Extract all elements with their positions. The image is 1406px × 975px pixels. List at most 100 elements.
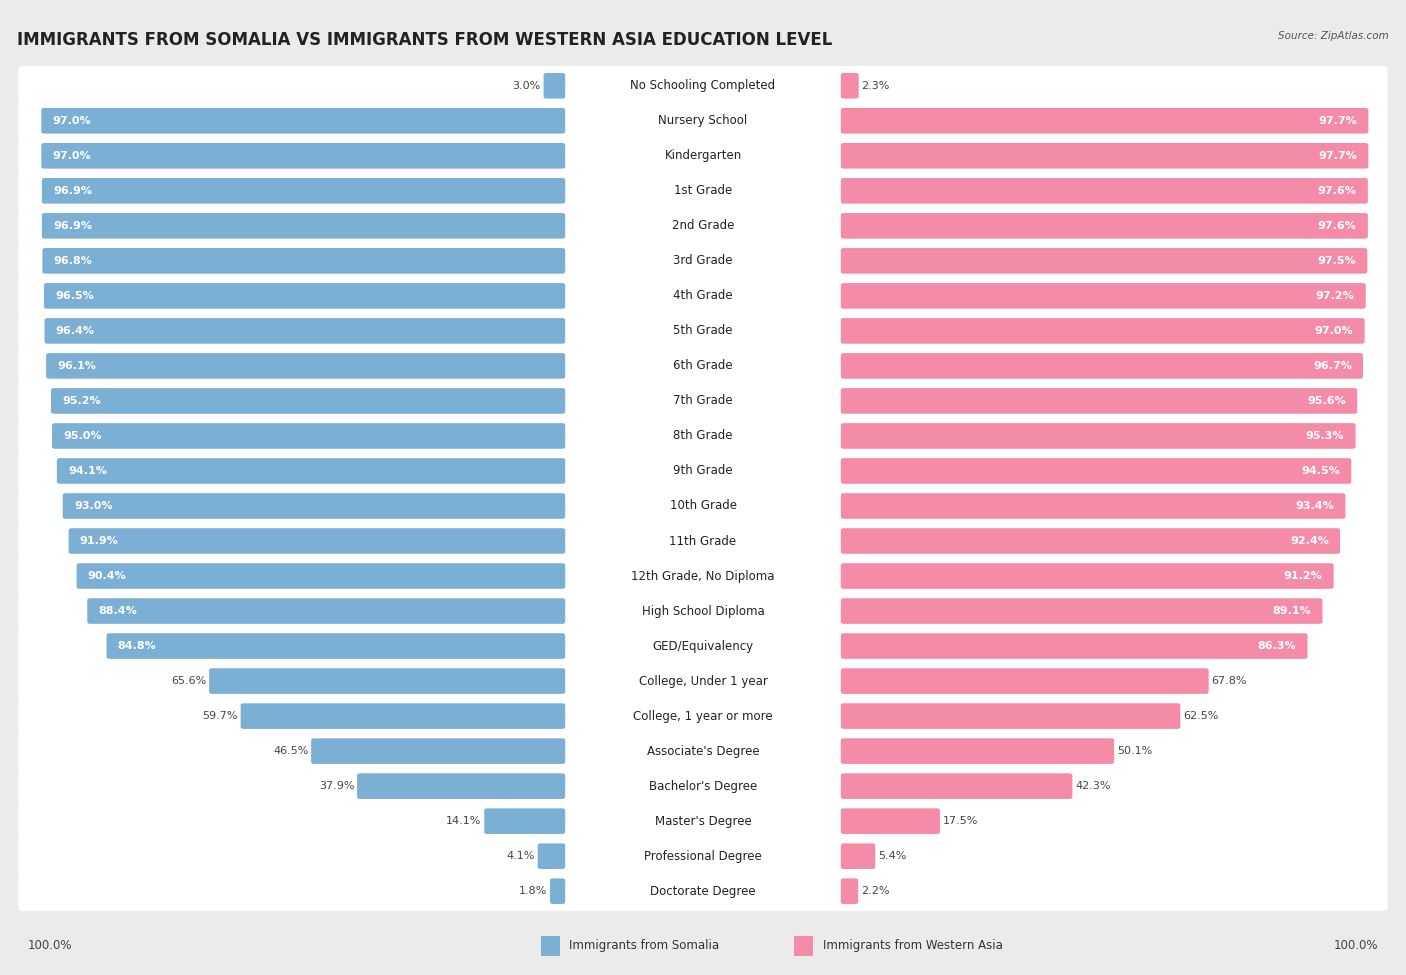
Text: IMMIGRANTS FROM SOMALIA VS IMMIGRANTS FROM WESTERN ASIA EDUCATION LEVEL: IMMIGRANTS FROM SOMALIA VS IMMIGRANTS FR… xyxy=(17,31,832,49)
Text: 84.8%: 84.8% xyxy=(118,641,156,651)
Text: 86.3%: 86.3% xyxy=(1257,641,1296,651)
Text: 97.0%: 97.0% xyxy=(52,151,91,161)
Text: Master's Degree: Master's Degree xyxy=(655,815,751,828)
FancyBboxPatch shape xyxy=(56,458,565,484)
Text: 9th Grade: 9th Grade xyxy=(673,464,733,478)
FancyBboxPatch shape xyxy=(18,206,1388,246)
FancyBboxPatch shape xyxy=(841,108,1368,134)
Text: 96.7%: 96.7% xyxy=(1313,361,1351,370)
FancyBboxPatch shape xyxy=(18,661,1388,701)
FancyBboxPatch shape xyxy=(550,878,565,904)
Text: Nursery School: Nursery School xyxy=(658,114,748,128)
Text: College, 1 year or more: College, 1 year or more xyxy=(633,710,773,722)
FancyBboxPatch shape xyxy=(841,73,859,98)
Text: 96.8%: 96.8% xyxy=(53,255,93,266)
FancyBboxPatch shape xyxy=(69,528,565,554)
FancyBboxPatch shape xyxy=(42,248,565,274)
Text: 96.5%: 96.5% xyxy=(55,291,94,301)
FancyBboxPatch shape xyxy=(841,493,1346,519)
FancyBboxPatch shape xyxy=(18,731,1388,771)
Text: 2.3%: 2.3% xyxy=(862,81,890,91)
FancyBboxPatch shape xyxy=(841,213,1368,239)
FancyBboxPatch shape xyxy=(76,564,565,589)
FancyBboxPatch shape xyxy=(18,766,1388,806)
FancyBboxPatch shape xyxy=(18,171,1388,211)
FancyBboxPatch shape xyxy=(841,178,1368,204)
FancyBboxPatch shape xyxy=(794,936,813,956)
Text: 50.1%: 50.1% xyxy=(1116,746,1152,757)
FancyBboxPatch shape xyxy=(841,738,1114,764)
FancyBboxPatch shape xyxy=(18,591,1388,631)
Text: Bachelor's Degree: Bachelor's Degree xyxy=(650,780,756,793)
Text: High School Diploma: High School Diploma xyxy=(641,604,765,617)
FancyBboxPatch shape xyxy=(18,872,1388,912)
Text: 42.3%: 42.3% xyxy=(1076,781,1111,791)
Text: 95.3%: 95.3% xyxy=(1306,431,1344,441)
FancyBboxPatch shape xyxy=(841,353,1362,378)
FancyBboxPatch shape xyxy=(18,626,1388,666)
Text: 4th Grade: 4th Grade xyxy=(673,290,733,302)
Text: 3.0%: 3.0% xyxy=(513,81,541,91)
Text: 12th Grade, No Diploma: 12th Grade, No Diploma xyxy=(631,569,775,582)
Text: 88.4%: 88.4% xyxy=(98,606,138,616)
FancyBboxPatch shape xyxy=(841,143,1368,169)
FancyBboxPatch shape xyxy=(18,276,1388,316)
FancyBboxPatch shape xyxy=(841,843,876,869)
FancyBboxPatch shape xyxy=(52,423,565,448)
FancyBboxPatch shape xyxy=(209,668,565,694)
Text: 96.1%: 96.1% xyxy=(58,361,96,370)
FancyBboxPatch shape xyxy=(42,178,565,204)
Text: GED/Equivalency: GED/Equivalency xyxy=(652,640,754,652)
Text: Source: ZipAtlas.com: Source: ZipAtlas.com xyxy=(1278,31,1389,41)
Text: Immigrants from Western Asia: Immigrants from Western Asia xyxy=(823,939,1002,953)
FancyBboxPatch shape xyxy=(841,599,1323,624)
Text: 95.0%: 95.0% xyxy=(63,431,101,441)
Text: 65.6%: 65.6% xyxy=(172,676,207,686)
Text: 92.4%: 92.4% xyxy=(1289,536,1329,546)
Text: 2nd Grade: 2nd Grade xyxy=(672,219,734,232)
FancyBboxPatch shape xyxy=(841,668,1209,694)
FancyBboxPatch shape xyxy=(18,556,1388,596)
FancyBboxPatch shape xyxy=(841,388,1357,413)
Text: 8th Grade: 8th Grade xyxy=(673,429,733,443)
FancyBboxPatch shape xyxy=(841,283,1365,309)
FancyBboxPatch shape xyxy=(240,703,565,729)
Text: 96.9%: 96.9% xyxy=(53,186,93,196)
Text: 100.0%: 100.0% xyxy=(1333,939,1378,953)
Text: 97.5%: 97.5% xyxy=(1317,255,1355,266)
Text: 93.4%: 93.4% xyxy=(1295,501,1334,511)
FancyBboxPatch shape xyxy=(841,808,939,834)
FancyBboxPatch shape xyxy=(537,843,565,869)
Text: 96.4%: 96.4% xyxy=(56,326,94,336)
Text: 5.4%: 5.4% xyxy=(879,851,907,861)
Text: 91.2%: 91.2% xyxy=(1284,571,1323,581)
FancyBboxPatch shape xyxy=(63,493,565,519)
FancyBboxPatch shape xyxy=(541,936,560,956)
Text: 6th Grade: 6th Grade xyxy=(673,360,733,372)
FancyBboxPatch shape xyxy=(841,878,858,904)
Text: 94.1%: 94.1% xyxy=(67,466,107,476)
FancyBboxPatch shape xyxy=(18,241,1388,281)
FancyBboxPatch shape xyxy=(18,486,1388,526)
FancyBboxPatch shape xyxy=(18,696,1388,736)
Text: Professional Degree: Professional Degree xyxy=(644,849,762,863)
FancyBboxPatch shape xyxy=(18,381,1388,421)
FancyBboxPatch shape xyxy=(484,808,565,834)
FancyBboxPatch shape xyxy=(841,633,1308,659)
FancyBboxPatch shape xyxy=(841,318,1365,344)
Text: 1st Grade: 1st Grade xyxy=(673,184,733,197)
Text: Doctorate Degree: Doctorate Degree xyxy=(650,884,756,898)
Text: Associate's Degree: Associate's Degree xyxy=(647,745,759,758)
Text: 62.5%: 62.5% xyxy=(1182,711,1219,722)
FancyBboxPatch shape xyxy=(841,773,1073,799)
Text: 97.2%: 97.2% xyxy=(1316,291,1354,301)
Text: 93.0%: 93.0% xyxy=(75,501,112,511)
FancyBboxPatch shape xyxy=(18,136,1388,176)
FancyBboxPatch shape xyxy=(18,346,1388,386)
Text: 11th Grade: 11th Grade xyxy=(669,534,737,548)
FancyBboxPatch shape xyxy=(18,451,1388,490)
Text: 46.5%: 46.5% xyxy=(273,746,308,757)
FancyBboxPatch shape xyxy=(841,703,1181,729)
FancyBboxPatch shape xyxy=(46,353,565,378)
Text: 97.7%: 97.7% xyxy=(1319,116,1357,126)
